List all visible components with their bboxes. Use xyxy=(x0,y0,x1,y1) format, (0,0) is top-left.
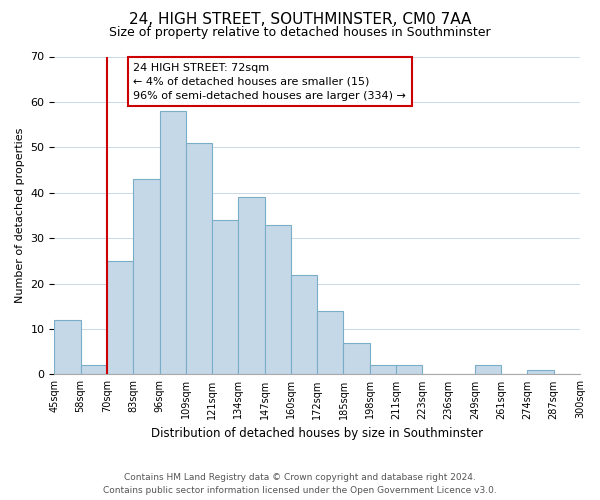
Text: Size of property relative to detached houses in Southminster: Size of property relative to detached ho… xyxy=(109,26,491,39)
Text: 24, HIGH STREET, SOUTHMINSTER, CM0 7AA: 24, HIGH STREET, SOUTHMINSTER, CM0 7AA xyxy=(129,12,471,28)
Bar xyxy=(370,366,396,374)
Bar xyxy=(527,370,554,374)
Bar xyxy=(396,366,422,374)
Bar xyxy=(475,366,501,374)
Bar xyxy=(291,274,317,374)
Bar xyxy=(212,220,238,374)
Bar xyxy=(80,366,107,374)
Text: 24 HIGH STREET: 72sqm
← 4% of detached houses are smaller (15)
96% of semi-detac: 24 HIGH STREET: 72sqm ← 4% of detached h… xyxy=(133,63,406,101)
Bar xyxy=(133,179,160,374)
X-axis label: Distribution of detached houses by size in Southminster: Distribution of detached houses by size … xyxy=(151,427,483,440)
Y-axis label: Number of detached properties: Number of detached properties xyxy=(15,128,25,303)
Bar xyxy=(160,111,186,374)
Bar xyxy=(317,311,343,374)
Bar xyxy=(107,261,133,374)
Bar xyxy=(238,198,265,374)
Bar xyxy=(265,224,291,374)
Bar xyxy=(55,320,80,374)
Text: Contains HM Land Registry data © Crown copyright and database right 2024.
Contai: Contains HM Land Registry data © Crown c… xyxy=(103,474,497,495)
Bar xyxy=(186,143,212,374)
Bar xyxy=(343,342,370,374)
